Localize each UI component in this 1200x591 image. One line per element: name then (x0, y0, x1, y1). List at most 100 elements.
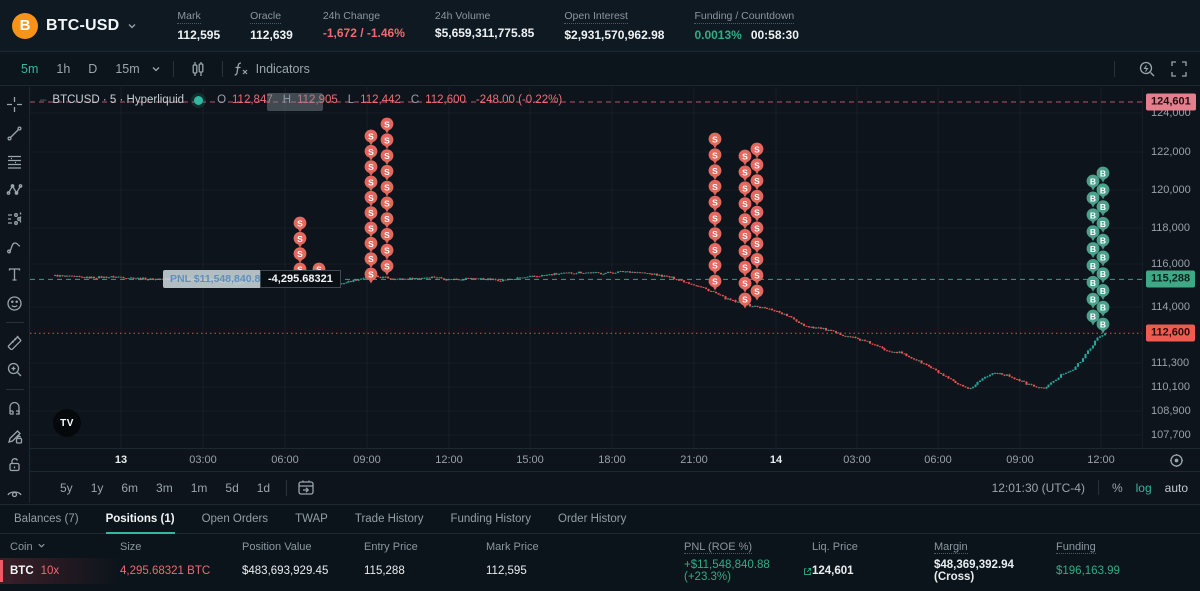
tab-funding-history[interactable]: Funding History (450, 512, 531, 525)
pnl-value: +$11,548,840.88 (+23.3%) (684, 559, 770, 583)
zoom-in-tool[interactable] (4, 360, 26, 379)
log-scale-toggle[interactable]: log (1135, 480, 1152, 495)
go-to-date-icon[interactable] (297, 479, 315, 497)
svg-text:S: S (712, 229, 718, 239)
svg-text:S: S (754, 223, 760, 233)
range-5d[interactable]: 5d (225, 480, 239, 495)
position-pnl-label[interactable]: PNL $11,548,840.88 (163, 270, 274, 289)
svg-text:S: S (742, 279, 748, 289)
interval-15m[interactable]: 15m (115, 62, 140, 76)
svg-text:B: B (1100, 252, 1106, 262)
lock-tool[interactable] (4, 455, 26, 474)
svg-text:B: B (1100, 185, 1106, 195)
candlestick-icon (192, 62, 204, 76)
chart-type-button[interactable] (182, 57, 214, 81)
axis-settings-icon[interactable] (1169, 453, 1184, 468)
range-5y[interactable]: 5y (60, 480, 73, 495)
svg-text:S: S (297, 219, 303, 229)
eye-tool[interactable] (4, 484, 26, 503)
table-row[interactable]: BTC 10x 4,295.68321 BTC $483,693,929.45 115,… (0, 558, 1200, 584)
countdown: 00:58:30 (750, 27, 799, 42)
svg-text:S: S (384, 167, 390, 177)
percent-scale-toggle[interactable]: % (1111, 480, 1123, 495)
svg-text:S: S (384, 151, 390, 161)
coin-name: BTC (10, 565, 34, 577)
range-6m[interactable]: 6m (121, 480, 139, 495)
svg-text:B: B (1090, 177, 1096, 187)
svg-text:B: B (1100, 219, 1106, 229)
column-label: Funding (1056, 541, 1096, 554)
time-tick: 06:00 (271, 454, 299, 466)
camera-snapshot-icon[interactable] (1137, 60, 1156, 79)
stat-value: 112,595 (177, 27, 221, 42)
chevron-down-icon (38, 543, 45, 548)
range-1m[interactable]: 1m (190, 480, 208, 495)
divider (1114, 61, 1115, 77)
svg-text:S: S (742, 199, 748, 209)
tab-balances-7-[interactable]: Balances (7) (14, 512, 79, 525)
time-tick: 13 (114, 454, 128, 466)
series-visibility-dot[interactable] (194, 95, 204, 105)
liq-price-cell: 124,601 (812, 565, 854, 577)
emoji-tool[interactable] (4, 294, 26, 313)
legend-overlay-box (267, 93, 323, 111)
chart-footer: 5y 1y 6m 3m 1m 5d 1d 12:01:30 (UTC-4) % log au… (30, 471, 1200, 503)
market-stats: Mark 112,595 Oracle 112,639 24h Change -1,672… (177, 10, 799, 42)
brush-tool[interactable] (4, 237, 26, 256)
fx-icon (234, 62, 248, 76)
tab-order-history[interactable]: Order History (558, 512, 627, 525)
price-axis[interactable]: 124,000 122,000 120,000 118,000 116,000 114,0… (1142, 87, 1200, 448)
divider (1097, 480, 1099, 495)
coin-cell[interactable]: BTC 10x (0, 558, 120, 584)
col-funding: Funding (1056, 536, 1200, 558)
symbol-name: BTC-USD (46, 16, 120, 34)
indicators-button[interactable]: Indicators (231, 61, 310, 77)
fullscreen-icon[interactable] (1170, 60, 1188, 78)
range-3m[interactable]: 3m (156, 480, 173, 495)
pattern-tool[interactable] (4, 180, 26, 199)
tab-positions-1-[interactable]: Positions (1) (105, 505, 175, 534)
price-tick: 110,100 (1151, 381, 1190, 393)
magnet-tool[interactable] (4, 399, 26, 418)
candlestick-chart: SSSSSSSSSSSSSSSSSSSSSSSSSSSSSSSSSSSSSSSS… (30, 87, 1142, 448)
text-tool[interactable] (4, 265, 26, 284)
time-axis[interactable]: 13 03:00 06:00 09:00 12:00 15:00 18:00 21:00 14 0… (30, 448, 1200, 471)
trend-line-tool[interactable] (4, 123, 26, 142)
col-coin[interactable]: Coin (0, 536, 120, 558)
crosshair-tool[interactable] (4, 95, 26, 114)
range-1y[interactable]: 1y (90, 480, 104, 495)
ruler-tool[interactable] (4, 332, 26, 351)
clock[interactable]: 12:01:30 (UTC-4) (991, 480, 1085, 495)
col-entry-price: Entry Price (364, 536, 486, 558)
share-pnl-icon[interactable] (803, 566, 812, 577)
svg-text:S: S (754, 255, 760, 265)
tab-twap[interactable]: TWAP (295, 512, 328, 525)
interval-dropdown-icon[interactable] (151, 64, 161, 74)
ohlc-change: -248.00 (-0.22%) (475, 94, 563, 106)
svg-text:B: B (1100, 202, 1106, 212)
draw-lock-tool[interactable] (4, 427, 26, 446)
interval-1h[interactable]: 1h (56, 62, 71, 76)
interval-d[interactable]: D (88, 62, 98, 76)
fib-retracement-tool[interactable] (4, 152, 26, 171)
price-tick: 122,000 (1151, 146, 1191, 158)
position-size-label[interactable]: -4,295.68321 (260, 270, 341, 289)
tab-open-orders[interactable]: Open Orders (201, 512, 269, 525)
tab-trade-history[interactable]: Trade History (354, 512, 424, 525)
stat-24h-change: 24h Change -1,672 / -1.46% (323, 10, 405, 40)
interval-5m[interactable]: 5m (21, 62, 39, 76)
column-label: Mark Price (486, 541, 539, 553)
svg-text:B: B (1100, 169, 1106, 179)
range-1d[interactable]: 1d (256, 480, 271, 495)
auto-scale-toggle[interactable]: auto (1164, 480, 1188, 495)
bitcoin-icon: B (12, 12, 38, 39)
svg-text:B: B (1100, 269, 1106, 279)
tradingview-logo[interactable]: TV (53, 409, 81, 437)
time-tick: 03:00 (189, 454, 217, 466)
forecast-tool[interactable] (4, 208, 26, 227)
stat-oracle: Oracle 112,639 (250, 10, 293, 42)
svg-text:S: S (742, 167, 748, 177)
coin-selector[interactable]: B BTC-USD (0, 12, 151, 39)
interval-buttons: 5m 1h D 15m (14, 59, 147, 79)
